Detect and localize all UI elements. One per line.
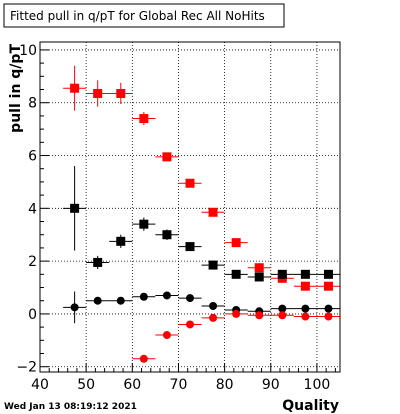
- y-tick-label: 6: [28, 149, 37, 165]
- x-tick-label: 70: [170, 377, 188, 393]
- square-marker: [162, 230, 172, 240]
- x-axis-label: Quality: [282, 398, 339, 414]
- square-marker: [323, 269, 333, 279]
- square-marker: [116, 236, 126, 246]
- data-marks: [63, 65, 340, 363]
- circle-marker: [209, 302, 218, 310]
- y-tick-label: 0: [28, 307, 37, 323]
- circle-marker: [186, 294, 194, 303]
- title-box: [3, 3, 285, 28]
- chart-title: Fitted pull in q/pT for Global Rec All N…: [10, 9, 265, 23]
- square-marker: [116, 88, 126, 98]
- x-tick-label: 40: [31, 377, 49, 393]
- x-tick-label: 100: [304, 377, 331, 393]
- circle-marker: [301, 304, 310, 313]
- square-marker: [300, 269, 310, 279]
- square-marker: [323, 281, 333, 291]
- square-marker: [185, 178, 195, 188]
- y-tick-labels: −2 0 2 4 6 8 10: [16, 43, 37, 376]
- x-tick-labels: 40 50 60 70 80 90 100: [31, 377, 330, 393]
- square-marker: [208, 260, 218, 270]
- plot-frame: [39, 41, 341, 373]
- square-marker: [139, 114, 149, 124]
- circle-marker: [70, 303, 79, 312]
- circle-marker: [324, 312, 333, 321]
- x-tick-label: 60: [123, 377, 141, 393]
- timestamp: Wed Jan 13 08:19:12 2021: [4, 402, 137, 412]
- y-tick-label: −2: [16, 360, 37, 376]
- circle-marker: [139, 292, 148, 301]
- circle-marker: [186, 320, 194, 329]
- circle-marker: [324, 304, 333, 313]
- square-marker: [277, 269, 287, 279]
- x-tick-label: 50: [77, 377, 95, 393]
- circle-marker: [93, 296, 102, 305]
- square-marker: [300, 281, 310, 291]
- square-marker: [185, 242, 195, 252]
- square-marker: [231, 238, 241, 248]
- plot-area: [40, 42, 340, 372]
- series-1: [63, 166, 340, 282]
- circle-marker: [255, 311, 264, 320]
- y-axis-label: pull in q/pT: [8, 44, 24, 133]
- square-marker: [254, 263, 264, 273]
- circle-marker: [278, 304, 287, 313]
- grid-lines: [40, 42, 340, 372]
- square-marker: [70, 83, 80, 93]
- square-marker: [93, 257, 103, 267]
- axis-ticks: [39, 49, 336, 372]
- circle-marker: [301, 312, 310, 321]
- y-tick-label: 4: [28, 201, 37, 217]
- circle-marker: [232, 309, 241, 318]
- square-marker: [139, 219, 149, 229]
- square-marker: [93, 88, 103, 98]
- series-3: [132, 309, 340, 363]
- square-marker: [70, 203, 80, 213]
- series-0: [63, 65, 340, 291]
- circle-marker: [162, 291, 171, 300]
- x-tick-label: 90: [262, 377, 280, 393]
- square-marker: [231, 269, 241, 279]
- circle-marker: [209, 313, 218, 322]
- circle-marker: [139, 354, 148, 363]
- circle-marker: [278, 311, 287, 320]
- y-tick-label: 8: [28, 96, 37, 112]
- circle-marker: [116, 296, 125, 305]
- y-tick-label: 10: [19, 43, 37, 59]
- square-marker: [162, 152, 172, 162]
- square-marker: [254, 272, 264, 282]
- x-tick-label: 80: [216, 377, 234, 393]
- y-tick-label: 2: [28, 254, 37, 270]
- circle-marker: [162, 331, 171, 340]
- square-marker: [208, 207, 218, 217]
